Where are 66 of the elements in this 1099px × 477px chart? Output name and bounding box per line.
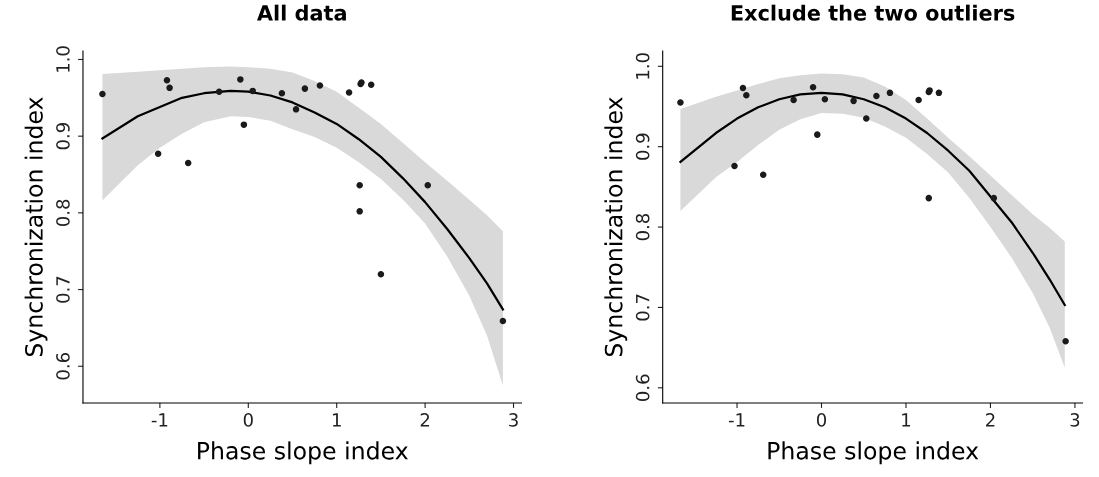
y-tick-label: 0.6 xyxy=(56,353,70,380)
y-tick-label: 1.0 xyxy=(635,53,650,79)
chart-title: All data xyxy=(257,4,346,21)
point xyxy=(249,87,256,95)
point xyxy=(915,96,922,104)
point xyxy=(356,182,363,189)
point xyxy=(499,317,507,325)
point xyxy=(821,96,829,103)
y-tick-label: 0.9 xyxy=(56,123,70,150)
point xyxy=(886,89,894,97)
point xyxy=(935,89,943,97)
point xyxy=(292,106,300,113)
y-tick-label: 0.8 xyxy=(635,213,650,241)
line-series xyxy=(679,91,1066,307)
y-tick-label: 0.7 xyxy=(635,294,650,321)
point xyxy=(925,194,933,202)
x-tick-label: -1 xyxy=(151,413,168,427)
y-tick-label: 1.0 xyxy=(56,46,70,72)
point xyxy=(166,84,173,92)
point xyxy=(873,92,880,100)
y-tick-label: 0.9 xyxy=(635,133,650,160)
point xyxy=(759,171,767,179)
y-tick-label: 0.8 xyxy=(56,199,70,227)
point xyxy=(743,91,750,99)
point xyxy=(215,88,223,95)
point xyxy=(790,96,797,104)
x-tick-label: -1 xyxy=(728,413,745,427)
point xyxy=(154,150,162,158)
point xyxy=(424,182,432,189)
x-tick-label: 2 xyxy=(420,413,430,427)
point xyxy=(377,270,385,278)
y-tick-label: 0.7 xyxy=(56,276,70,303)
point xyxy=(316,82,324,89)
point xyxy=(184,159,192,167)
point xyxy=(99,90,106,98)
x-tick-label: 0 xyxy=(816,413,827,427)
point xyxy=(301,85,309,92)
point xyxy=(1062,337,1069,345)
x-tick-label: 1 xyxy=(332,413,341,427)
point xyxy=(863,115,870,122)
point xyxy=(731,162,738,170)
point xyxy=(163,76,171,84)
point xyxy=(850,97,857,105)
x-tick-label: 3 xyxy=(509,413,518,427)
point xyxy=(990,194,998,202)
point xyxy=(278,89,286,97)
point xyxy=(739,84,747,92)
x-tick-label: 0 xyxy=(243,413,253,427)
point xyxy=(814,131,821,138)
x-tick-label: 1 xyxy=(902,413,911,427)
x-axis-title: Phase slope index xyxy=(768,441,979,465)
y-tick-label: 0.6 xyxy=(635,374,650,401)
y-axis-title: Synchronization index xyxy=(604,97,628,357)
point xyxy=(345,89,353,96)
point xyxy=(809,83,817,91)
point xyxy=(237,76,244,83)
x-tick-label: 2 xyxy=(986,413,995,427)
x-axis-title: Phase slope index xyxy=(198,441,408,465)
y-axis-title: Synchronization index xyxy=(24,97,48,357)
x-tick-label: 3 xyxy=(1070,413,1080,427)
chart-title: Exclude the two outliers xyxy=(731,4,1015,21)
point xyxy=(240,121,248,128)
line-series xyxy=(101,89,505,311)
point xyxy=(367,81,375,89)
point xyxy=(356,208,363,215)
point xyxy=(677,99,684,106)
